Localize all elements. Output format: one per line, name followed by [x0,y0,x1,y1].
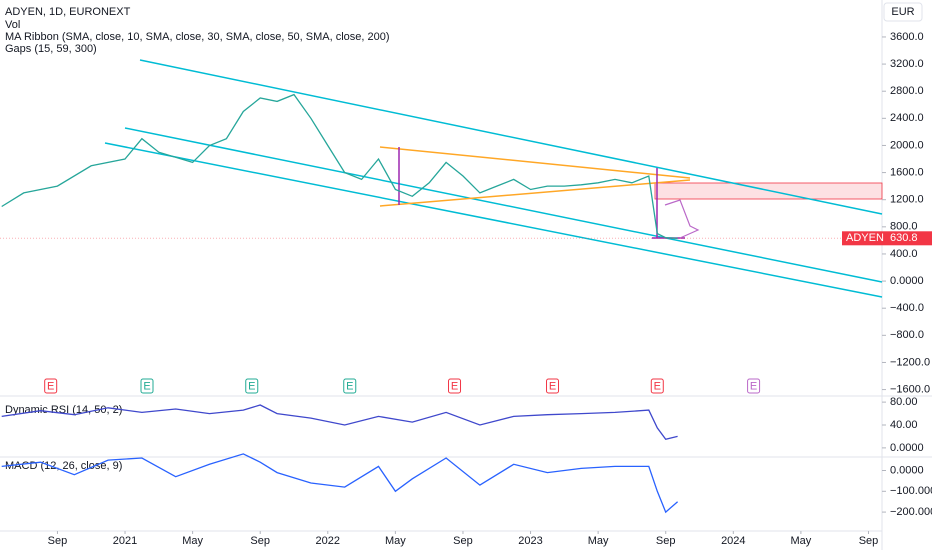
channel-line [124,127,883,283]
earnings-marker [245,378,259,394]
earnings-marker [343,378,357,394]
series-line [1,404,678,441]
earnings-label: E [750,380,757,392]
earnings-label: E [451,380,458,392]
y-tick-label: 800.0 [890,221,918,233]
last-price-symbol: ADYEN [846,232,884,244]
x-tick-label: 2021 [113,535,137,547]
y-tick-label: −1600.0 [890,383,930,395]
x-tick-label: Sep [656,535,676,547]
y-tick-label: 2800.0 [890,85,924,97]
x-tick-label: May [182,535,203,547]
earnings-marker [44,378,58,394]
x-tick-label: May [791,535,812,547]
indicator-label: MA Ribbon (SMA, close, 10, SMA, close, 3… [5,31,390,43]
indicator-label: Vol [5,19,20,31]
y-tick-label: −400.0 [890,302,924,314]
x-tick-label: 2022 [316,535,340,547]
y-tick-label: 2000.0 [890,139,924,151]
y-tick-label: −1200.0 [890,356,930,368]
y-tick-label: 3600.0 [890,31,924,43]
x-tick-label: Sep [250,535,270,547]
series-line [1,93,678,239]
earnings-label: E [549,380,556,392]
y-tick-label: 0.0000 [890,464,924,476]
y-tick-label: 2400.0 [890,112,924,124]
x-tick-label: May [588,535,609,547]
earnings-marker [546,378,560,394]
earnings-marker [650,378,664,394]
y-tick-label: −100.0000 [890,485,932,497]
y-tick-label: −200.0000 [890,506,932,518]
x-tick-label: 2024 [721,535,745,547]
triangle-line [379,179,691,207]
earnings-marker [747,378,761,394]
y-tick-label: 40.00 [890,419,918,431]
triangle-line [379,146,691,179]
y-tick-label: 0.0000 [890,275,924,287]
earnings-marker [140,378,154,394]
y-tick-label: 3200.0 [890,58,924,70]
y-tick-label: 1200.0 [890,194,924,206]
channel-line [139,59,883,215]
symbol: ADYEN, 1D, EURONEXT [5,6,131,18]
currency-button[interactable] [883,2,923,22]
earnings-label: E [248,380,255,392]
earnings-label: E [47,380,54,392]
x-tick-label: Sep [453,535,473,547]
x-tick-label: Sep [48,535,68,547]
series-line [1,453,679,514]
channel-line [104,142,883,298]
y-tick-label: −800.0 [890,329,924,341]
y-tick-label: 0.0000 [890,442,924,454]
x-tick-label: 2023 [518,535,542,547]
currency[interactable]: EUR [891,6,914,18]
last-price-value: 630.8 [890,232,918,244]
x-tick-label: Sep [859,535,879,547]
earnings-label: E [654,380,661,392]
projection [664,199,700,239]
y-tick-label: 80.00 [890,396,918,408]
y-tick-label: 400.0 [890,248,918,260]
indicator-label: Gaps (15, 59, 300) [5,43,97,55]
indicator-title: Dynamic RSI (14, 50, 2) [5,404,122,416]
earnings-label: E [143,380,150,392]
y-tick-label: 1600.0 [890,166,924,178]
last-price-box [842,231,932,246]
earnings-marker [448,378,462,394]
x-tick-label: May [385,535,406,547]
earnings-label: E [346,380,353,392]
